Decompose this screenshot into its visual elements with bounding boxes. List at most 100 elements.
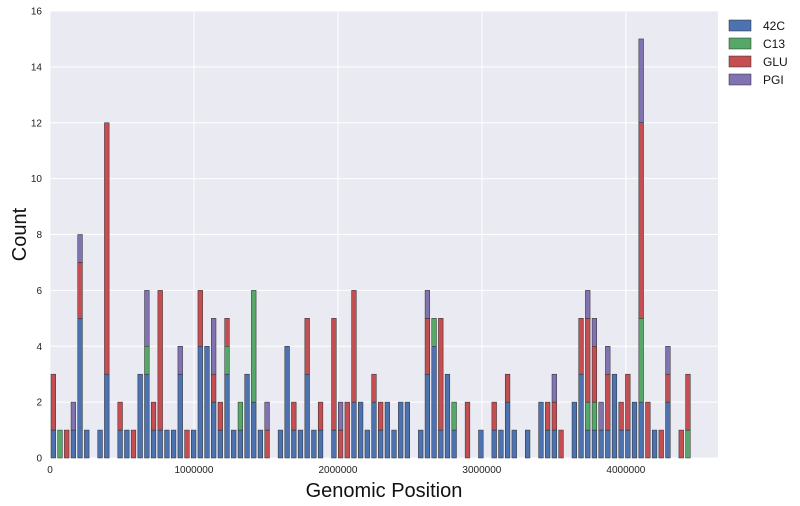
legend-swatch-pgi [728,73,752,86]
bar-segment-glu [658,429,664,459]
bar-segment-42c [70,429,76,459]
bar-segment-c13 [431,318,437,347]
bar-segment-pgi [585,290,591,319]
bar-segment-glu [645,401,651,459]
bar-segment-c13 [451,401,457,431]
bar-segment-42c [317,429,324,459]
bar-segment-42c [605,429,611,459]
bar-segment-c13 [57,429,63,459]
bar-segment-pgi [211,318,217,375]
bar-segment-c13 [144,346,150,375]
y-tick-label: 2 [36,398,42,409]
bar-segment-glu [104,122,110,375]
bar-segment-42c [491,429,497,459]
bar-segment-42c [117,429,123,459]
x-tick-label: 1000000 [174,465,213,476]
y-tick-label: 0 [36,454,42,465]
bar-segment-42c [478,429,484,459]
bar-segment-42c [384,401,390,459]
bar-segment-42c [197,346,203,459]
bar-segment-42c [378,429,384,459]
bar-segment-glu [291,401,297,431]
bar-segment-42c [84,429,90,459]
bar-segment-42c [631,401,638,459]
y-tick-label: 10 [31,174,43,185]
bar-segment-glu [638,122,644,319]
bar-segment-42c [231,429,237,459]
bar-segment-pgi [144,290,150,347]
bar-segment-42c [625,429,631,459]
bar-segment-42c [177,373,183,459]
bar-segment-c13 [224,346,230,375]
bar-segment-glu [678,429,684,459]
bar-segment-42c [244,373,250,459]
bar-segment-c13 [685,429,691,459]
bar-segment-glu [545,401,551,431]
bar-segment-42c [97,429,103,459]
bar-segment-pgi [591,318,598,347]
bar-segment-42c [371,401,377,459]
y-tick-label: 14 [31,62,43,73]
bar-segment-42c [77,318,83,459]
bar-segment-pgi [598,401,604,431]
bar-segment-42c [211,401,217,459]
legend: 42C C13 GLU PGI [728,19,788,87]
bar-segment-42c [191,429,197,459]
bar-segment-glu [504,373,511,403]
bar-segment-42c [444,373,451,459]
bar-segment-42c [591,429,598,459]
bar-segment-42c [571,401,577,459]
bar-segment-pgi [424,290,431,319]
bar-segment-42c [331,429,337,459]
bar-segment-glu [438,318,444,431]
legend-label-42c: 42C [763,19,785,33]
bar-segment-42c [257,429,264,459]
bar-segment-42c [525,429,531,459]
bar-segment-42c [204,346,210,459]
bar-segment-42c [611,373,618,459]
bar-segment-c13 [585,401,591,431]
legend-swatch-c13 [728,37,752,50]
legend-label-pgi: PGI [763,73,784,87]
bar-segment-glu [211,373,217,403]
bar-segment-glu [337,429,344,459]
bar-segment-pgi [70,401,76,431]
bar-segment-glu [665,373,671,403]
bar-segment-42c [364,429,370,459]
bar-segment-pgi [551,373,557,403]
legend-label-glu: GLU [763,55,788,69]
bar-segment-42c [545,429,551,459]
bar-segment-42c [351,401,357,459]
bar-segment-pgi [638,38,644,123]
bar-segment-42c [404,401,410,459]
bar-segment-pgi [264,401,270,431]
bar-segment-42c [391,429,397,459]
legend-swatch-42c [728,19,752,32]
bar-segment-glu [578,318,584,375]
bar-segment-glu [371,373,377,403]
bar-segment-42c [398,401,404,459]
bar-segment-42c [451,429,457,459]
bar-segment-42c [578,373,584,459]
bar-segment-glu [77,262,83,319]
bar-segment-42c [170,429,177,459]
bar-segment-42c [104,373,110,459]
bar-segment-42c [618,429,624,459]
bar-segment-glu [304,318,310,375]
bar-segment-glu [344,401,350,459]
x-tick-label: 2000000 [318,465,357,476]
bar-segment-glu [551,401,557,431]
x-axis-label: Genomic Position [306,480,463,502]
y-tick-label: 6 [36,286,42,297]
bar-segment-pgi [177,346,183,375]
bar-segment-42c [157,429,163,459]
bar-segment-42c [50,429,56,459]
bar-segment-c13 [251,290,257,403]
legend-label-c13: C13 [763,37,785,51]
bar-segment-42c [424,373,431,459]
bar-segment-c13 [591,401,598,431]
bar-segment-42c [651,429,658,459]
y-tick-label: 4 [36,342,42,353]
x-tick-label: 4000000 [606,465,645,476]
